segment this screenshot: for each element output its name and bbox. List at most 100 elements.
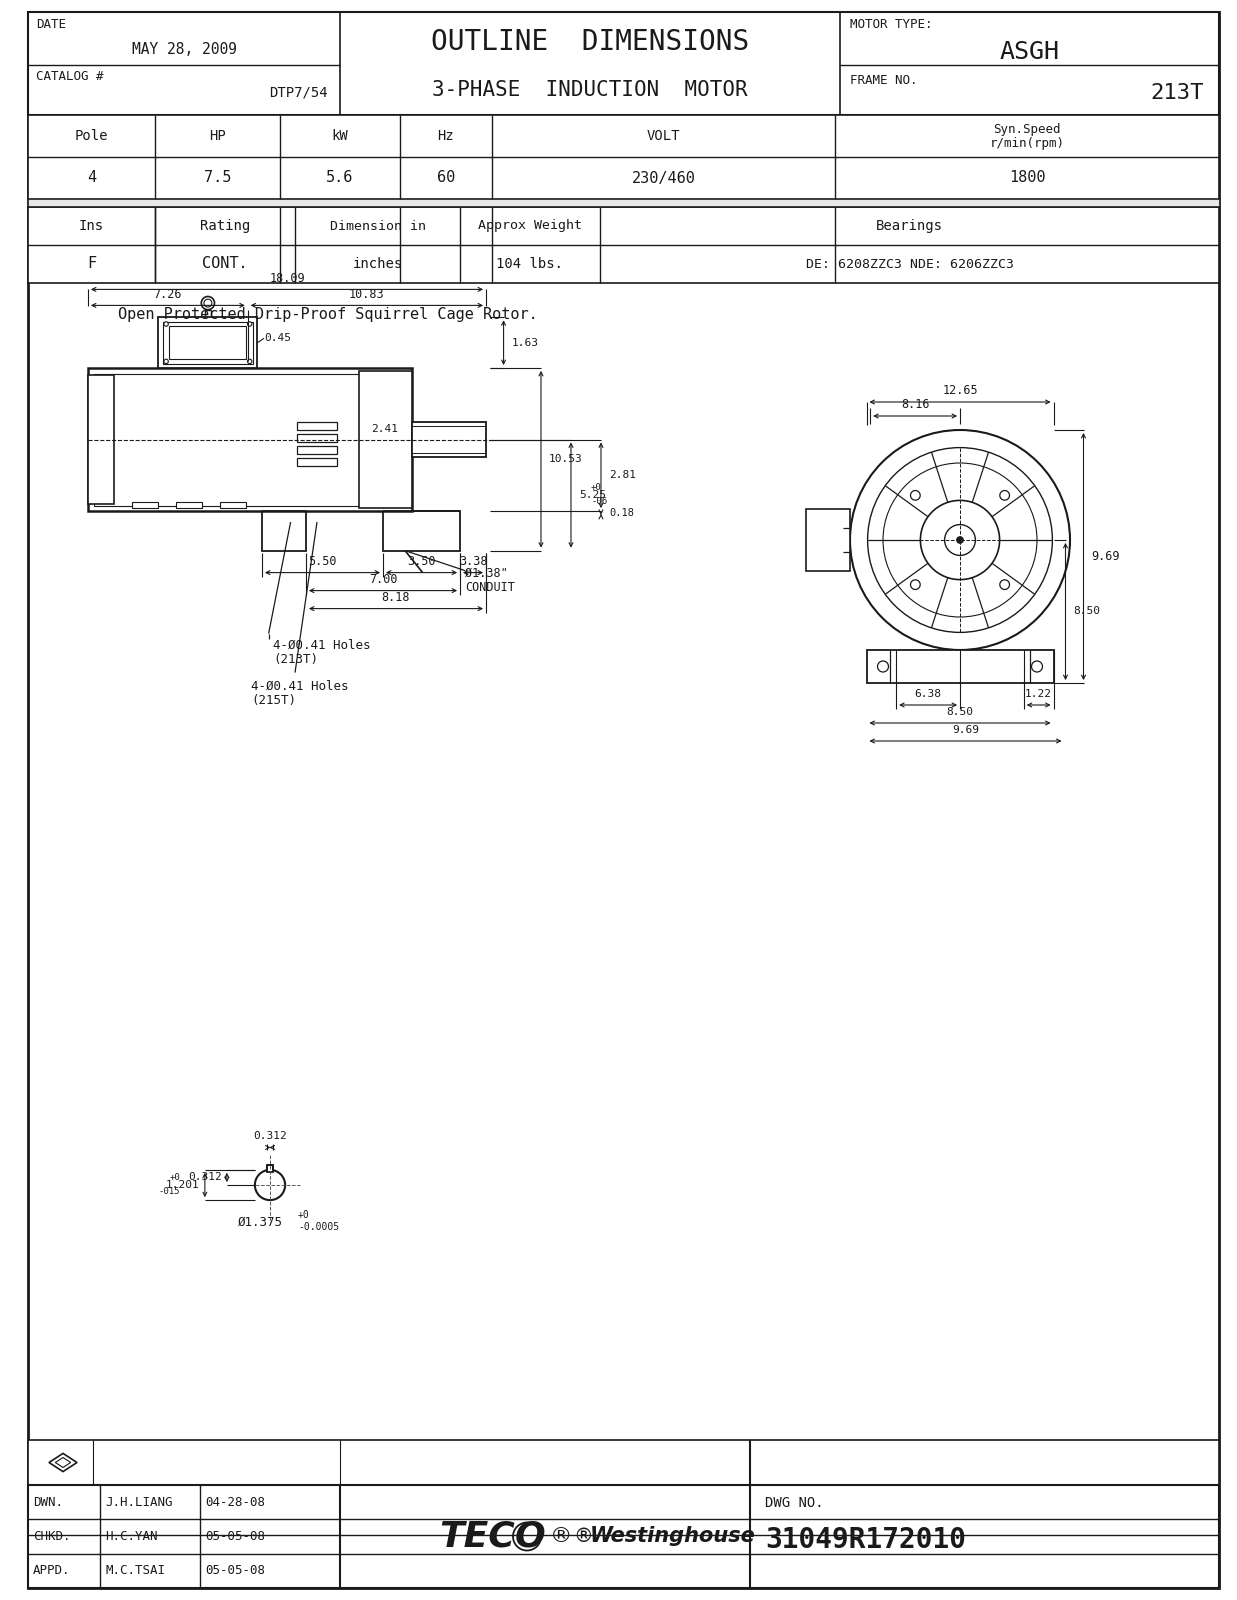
Bar (412, 422, 486, 456)
Text: CONDUIT: CONDUIT (465, 581, 515, 594)
Circle shape (883, 462, 1037, 618)
Text: 8.50: 8.50 (946, 707, 974, 717)
Circle shape (247, 358, 252, 363)
Bar (28, 1440, 1218, 1485)
Circle shape (1032, 661, 1043, 672)
Bar (28, 115, 1218, 198)
Circle shape (920, 501, 999, 579)
Text: DE: 6208ZZC3 NDE: 6206ZZC3: DE: 6208ZZC3 NDE: 6206ZZC3 (805, 258, 1013, 270)
Text: 8.16: 8.16 (901, 398, 929, 411)
Text: 1800: 1800 (1008, 171, 1045, 186)
Text: 8.18: 8.18 (382, 590, 411, 605)
Text: DWN.: DWN. (33, 1496, 63, 1509)
Text: 5.50: 5.50 (308, 555, 336, 568)
Text: CONT.: CONT. (202, 256, 247, 272)
Bar (176, 502, 203, 507)
Text: 2.41: 2.41 (371, 424, 398, 434)
Circle shape (163, 358, 168, 363)
Bar (28, 198, 1218, 206)
Text: CHKD.: CHKD. (33, 1530, 71, 1542)
Text: 5.6: 5.6 (327, 171, 354, 186)
Text: 4-Ø0.41 Holes: 4-Ø0.41 Holes (251, 680, 349, 693)
Circle shape (163, 322, 168, 326)
Text: 10.83: 10.83 (349, 288, 385, 301)
Text: VOLT: VOLT (647, 130, 680, 142)
Text: 7.00: 7.00 (369, 573, 397, 586)
Text: kW: kW (332, 130, 349, 142)
Text: Pole: Pole (74, 130, 109, 142)
Text: 60: 60 (437, 171, 455, 186)
Text: ASGH: ASGH (999, 40, 1060, 64)
Text: O: O (515, 1520, 546, 1554)
Text: 0.312: 0.312 (188, 1173, 221, 1182)
Text: 05-05-08: 05-05-08 (205, 1530, 265, 1542)
Text: 7.26: 7.26 (153, 288, 182, 301)
Circle shape (247, 322, 252, 326)
Text: F: F (87, 256, 96, 272)
Text: 3.50: 3.50 (407, 555, 435, 568)
Text: 2.81: 2.81 (609, 470, 636, 480)
Bar (28, 1485, 1218, 1587)
Circle shape (255, 1170, 285, 1200)
Bar (297, 422, 336, 430)
Text: DTP7/54: DTP7/54 (270, 86, 328, 99)
Bar (169, 326, 246, 360)
Text: MAY 28, 2009: MAY 28, 2009 (131, 43, 236, 58)
Circle shape (867, 448, 1053, 632)
Text: -0.0005: -0.0005 (298, 1222, 339, 1232)
Text: 5.25: 5.25 (579, 490, 606, 501)
Bar (359, 371, 412, 507)
Bar (28, 206, 1218, 283)
Text: DATE: DATE (36, 18, 66, 30)
Text: FRAME NO.: FRAME NO. (850, 74, 918, 86)
Circle shape (204, 299, 212, 307)
Text: 0.312: 0.312 (254, 1131, 287, 1141)
Text: -015: -015 (158, 1187, 179, 1195)
Bar (807, 509, 850, 571)
Text: 8.50: 8.50 (1074, 606, 1101, 616)
Circle shape (877, 661, 888, 672)
Text: +0: +0 (169, 1173, 179, 1181)
Text: 12.65: 12.65 (943, 384, 977, 397)
Text: 04-28-08: 04-28-08 (205, 1496, 265, 1509)
Circle shape (910, 579, 920, 589)
Text: 1.63: 1.63 (512, 338, 538, 347)
Text: TEC: TEC (439, 1520, 515, 1554)
Text: Ø1.38": Ø1.38" (465, 566, 507, 581)
Text: Ins: Ins (79, 219, 104, 234)
Circle shape (513, 1523, 541, 1550)
Text: 6.38: 6.38 (914, 690, 941, 699)
Text: Hz: Hz (438, 130, 454, 142)
Text: Approx Weight: Approx Weight (477, 219, 581, 232)
Text: Bearings: Bearings (876, 219, 943, 234)
Bar (262, 510, 306, 550)
Text: HP: HP (209, 130, 226, 142)
Text: OUTLINE  DIMENSIONS: OUTLINE DIMENSIONS (430, 27, 750, 56)
Text: 9.69: 9.69 (952, 725, 978, 734)
Text: ®: ® (550, 1526, 573, 1547)
Bar (88, 368, 412, 510)
Circle shape (999, 579, 1009, 589)
Text: 7.5: 7.5 (204, 171, 231, 186)
Text: 10.53: 10.53 (549, 454, 583, 464)
Text: 0.18: 0.18 (609, 507, 635, 518)
Circle shape (202, 296, 214, 310)
Text: 4-Ø0.41 Holes: 4-Ø0.41 Holes (273, 638, 371, 653)
Text: 1.201: 1.201 (166, 1181, 200, 1190)
Text: (213T): (213T) (273, 653, 318, 666)
Text: MOTOR TYPE:: MOTOR TYPE: (850, 18, 933, 30)
Text: APPD.: APPD. (33, 1565, 71, 1578)
Text: 18.09: 18.09 (270, 272, 304, 285)
Circle shape (956, 536, 964, 544)
Text: 104 lbs.: 104 lbs. (496, 258, 564, 270)
Text: 213T: 213T (1150, 83, 1204, 102)
Text: 4: 4 (87, 171, 96, 186)
Text: Rating: Rating (200, 219, 250, 234)
Bar (297, 434, 336, 442)
Bar (866, 650, 1054, 683)
Text: Syn.Speed: Syn.Speed (993, 123, 1061, 136)
Circle shape (999, 491, 1009, 501)
Text: 3.38: 3.38 (459, 555, 487, 568)
Text: J.H.LIANG: J.H.LIANG (105, 1496, 172, 1509)
Text: r/min(rpm): r/min(rpm) (990, 136, 1065, 149)
